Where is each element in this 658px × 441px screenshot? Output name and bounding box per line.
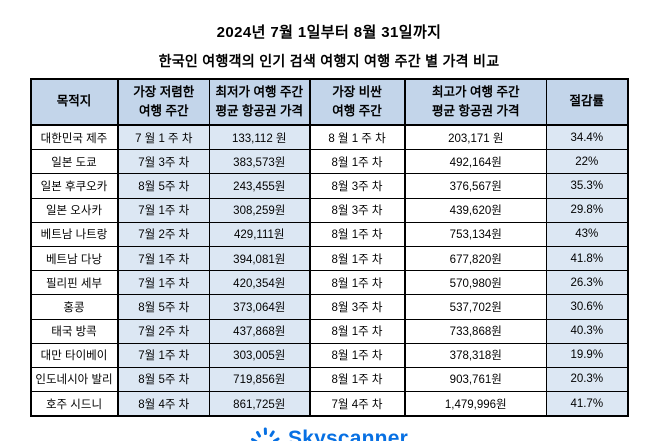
- lowest-price-cell: 394,081원: [209, 245, 310, 272]
- expensive-week-cell: 8월 3주 차: [308, 197, 405, 223]
- destination-cell: 베트남 나트랑: [30, 221, 118, 247]
- highest-price-cell: 903,761원: [403, 366, 547, 393]
- table-row: 호주 시드니 8월 4주 차 861,725원 7월 4주 차 1,479,99…: [30, 391, 628, 417]
- highest-price-cell: 753,134원: [403, 221, 547, 247]
- expensive-week-cell: 8월 1주 차: [308, 270, 405, 296]
- highest-price-cell: 733,868원: [403, 318, 547, 344]
- cheapest-week-cell: 8월 5주 차: [116, 294, 210, 320]
- lowest-price-cell: 719,856원: [209, 366, 310, 393]
- savings-cell: 26.3%: [546, 270, 628, 296]
- destination-cell: 호주 시드니: [30, 391, 118, 417]
- lowest-price-cell: 133,112 원: [209, 124, 310, 151]
- price-comparison-table: 목적지 가장 저렴한 여행 주간 최저가 여행 주간 평균 항공권 가격 가장 …: [29, 78, 629, 418]
- savings-cell: 40.3%: [546, 318, 628, 344]
- table-row: 필리핀 세부 7월 1주 차 420,354원 8월 1주 차 570,980원…: [30, 270, 628, 296]
- destination-cell: 홍콩: [30, 294, 118, 320]
- col-header-cheapest-week: 가장 저렴한 여행 주간: [116, 78, 210, 126]
- lowest-price-cell: 303,005원: [209, 342, 310, 368]
- cheapest-week-cell: 7월 1주 차: [116, 270, 210, 296]
- cheapest-week-cell: 8월 4주 차: [116, 391, 210, 417]
- destination-cell: 대만 타이베이: [30, 342, 118, 368]
- savings-cell: 29.8%: [546, 197, 628, 223]
- lowest-price-cell: 383,573원: [209, 149, 310, 175]
- highest-price-cell: 570,980원: [403, 270, 547, 296]
- title-block: 2024년 7월 1일부터 8월 31일까지 한국인 여행객의 인기 검색 여행…: [0, 0, 658, 71]
- savings-cell: 43%: [546, 221, 628, 247]
- lowest-price-cell: 420,354원: [209, 270, 310, 296]
- destination-cell: 태국 방콕: [30, 318, 118, 344]
- savings-cell: 41.8%: [546, 245, 628, 272]
- col-header-highest-price: 최고가 여행 주간 평균 항공권 가격: [403, 78, 547, 126]
- savings-cell: 20.3%: [546, 366, 628, 393]
- savings-cell: 22%: [546, 149, 628, 175]
- cheapest-week-cell: 7월 3주 차: [116, 149, 210, 175]
- table-row: 대한민국 제주 7 월 1 주 차 133,112 원 8 월 1 주 차 20…: [30, 124, 628, 151]
- cheapest-week-cell: 7 월 1 주 차: [116, 124, 210, 151]
- expensive-week-cell: 8월 1주 차: [308, 366, 405, 393]
- brand-name: Skyscanner: [288, 427, 408, 441]
- destination-cell: 대한민국 제주: [30, 124, 118, 151]
- highest-price-cell: 677,820원: [403, 245, 547, 272]
- destination-cell: 필리핀 세부: [30, 270, 118, 296]
- expensive-week-cell: 8월 3주 차: [308, 173, 405, 199]
- page-title: 2024년 7월 1일부터 8월 31일까지: [216, 24, 442, 41]
- table-row: 대만 타이베이 7월 1주 차 303,005원 8월 1주 차 378,318…: [30, 342, 628, 368]
- cheapest-week-cell: 7월 2주 차: [116, 318, 210, 344]
- expensive-week-cell: 8월 1주 차: [308, 318, 405, 344]
- savings-cell: 30.6%: [546, 294, 628, 320]
- lowest-price-cell: 437,868원: [209, 318, 310, 344]
- lowest-price-cell: 243,455원: [209, 173, 310, 199]
- highest-price-cell: 492,164원: [403, 149, 547, 175]
- skyscanner-logo: Skyscanner: [0, 426, 658, 441]
- expensive-week-cell: 8월 3주 차: [308, 294, 405, 320]
- cheapest-week-cell: 7월 2주 차: [116, 221, 210, 247]
- table-row: 일본 도쿄 7월 3주 차 383,573원 8월 1주 차 492,164원 …: [30, 149, 628, 175]
- lowest-price-cell: 429,111원: [209, 221, 310, 247]
- lowest-price-cell: 861,725원: [209, 391, 310, 417]
- destination-cell: 베트남 다낭: [30, 245, 118, 272]
- highest-price-cell: 376,567원: [403, 173, 547, 199]
- highest-price-cell: 378,318원: [403, 342, 547, 368]
- highest-price-cell: 203,171 원: [403, 124, 547, 151]
- destination-cell: 일본 오사카: [30, 197, 118, 223]
- highest-price-cell: 439,620원: [403, 197, 547, 223]
- destination-cell: 일본 후쿠오카: [30, 173, 118, 199]
- table-row: 일본 후쿠오카 8월 5주 차 243,455원 8월 3주 차 376,567…: [30, 173, 628, 199]
- expensive-week-cell: 7월 4주 차: [308, 391, 405, 417]
- highest-price-cell: 1,479,996원: [403, 391, 547, 417]
- expensive-week-cell: 8월 1주 차: [308, 245, 405, 272]
- col-header-expensive-week: 가장 비싼 여행 주간: [308, 78, 405, 126]
- table-row: 홍콩 8월 5주 차 373,064원 8월 3주 차 537,702원 30.…: [30, 294, 628, 320]
- header-row: 목적지 가장 저렴한 여행 주간 최저가 여행 주간 평균 항공권 가격 가장 …: [30, 78, 628, 126]
- destination-cell: 일본 도쿄: [30, 149, 118, 175]
- destination-cell: 인도네시아 발리: [30, 366, 118, 393]
- sunrise-icon: [250, 426, 280, 441]
- savings-cell: 34.4%: [546, 124, 628, 151]
- table-row: 베트남 나트랑 7월 2주 차 429,111원 8월 1주 차 753,134…: [30, 221, 628, 247]
- savings-cell: 19.9%: [546, 342, 628, 368]
- table-row: 일본 오사카 7월 1주 차 308,259원 8월 3주 차 439,620원…: [30, 197, 628, 223]
- expensive-week-cell: 8월 1주 차: [308, 221, 405, 247]
- page-subtitle: 한국인 여행객의 인기 검색 여행지 여행 주간 별 가격 비교: [158, 53, 500, 69]
- table-row: 베트남 다낭 7월 1주 차 394,081원 8월 1주 차 677,820원…: [30, 245, 628, 272]
- highest-price-cell: 537,702원: [403, 294, 547, 320]
- cheapest-week-cell: 8월 5주 차: [116, 173, 210, 199]
- expensive-week-cell: 8월 1주 차: [308, 342, 405, 368]
- savings-cell: 41.7%: [546, 391, 628, 417]
- cheapest-week-cell: 8월 5주 차: [116, 366, 210, 393]
- col-header-savings: 절감률: [546, 78, 628, 126]
- cheapest-week-cell: 7월 1주 차: [116, 197, 210, 223]
- col-header-lowest-price: 최저가 여행 주간 평균 항공권 가격: [209, 78, 310, 126]
- lowest-price-cell: 373,064원: [209, 294, 310, 320]
- savings-cell: 35.3%: [546, 173, 628, 199]
- expensive-week-cell: 8 월 1 주 차: [308, 124, 405, 151]
- cheapest-week-cell: 7월 1주 차: [116, 245, 210, 272]
- cheapest-week-cell: 7월 1주 차: [116, 342, 210, 368]
- col-header-destination: 목적지: [30, 78, 118, 126]
- table-row: 태국 방콕 7월 2주 차 437,868원 8월 1주 차 733,868원 …: [30, 318, 628, 344]
- table-row: 인도네시아 발리 8월 5주 차 719,856원 8월 1주 차 903,76…: [30, 366, 628, 393]
- lowest-price-cell: 308,259원: [209, 197, 310, 223]
- expensive-week-cell: 8월 1주 차: [308, 149, 405, 175]
